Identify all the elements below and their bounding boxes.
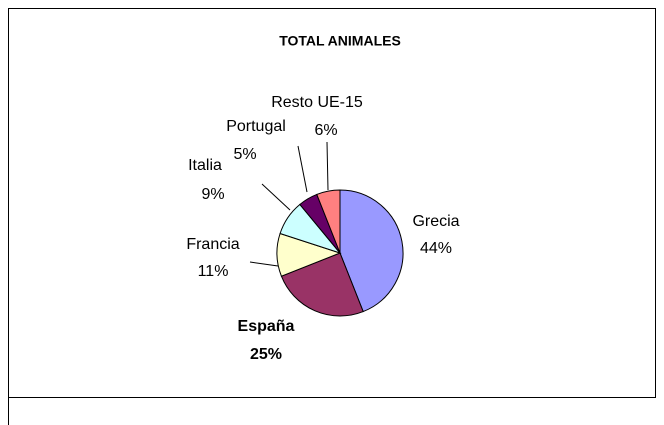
slice-value-label: 6% bbox=[314, 122, 337, 139]
slice-value-label: 11% bbox=[198, 263, 229, 280]
leader-line bbox=[297, 145, 308, 193]
slice-label: España bbox=[238, 318, 295, 335]
leader-line bbox=[326, 141, 329, 191]
slice-label: Grecia bbox=[412, 213, 459, 230]
pie-slice bbox=[280, 252, 364, 317]
leader-line bbox=[261, 183, 291, 211]
pie-slice bbox=[339, 189, 404, 313]
slice-value-label: 25% bbox=[250, 346, 282, 363]
slice-label: Portugal bbox=[226, 118, 286, 135]
slice-label: Resto UE-15 bbox=[271, 94, 363, 111]
slice-label: Italia bbox=[188, 157, 222, 174]
leader-line bbox=[249, 261, 279, 267]
pie-slice bbox=[316, 189, 341, 254]
chart-title: TOTAL ANIMALES bbox=[279, 33, 401, 49]
slice-value-label: 44% bbox=[420, 240, 452, 257]
slice-label: Francia bbox=[186, 236, 239, 253]
slice-value-label: 9% bbox=[201, 186, 224, 203]
slice-value-label: 5% bbox=[233, 146, 256, 163]
